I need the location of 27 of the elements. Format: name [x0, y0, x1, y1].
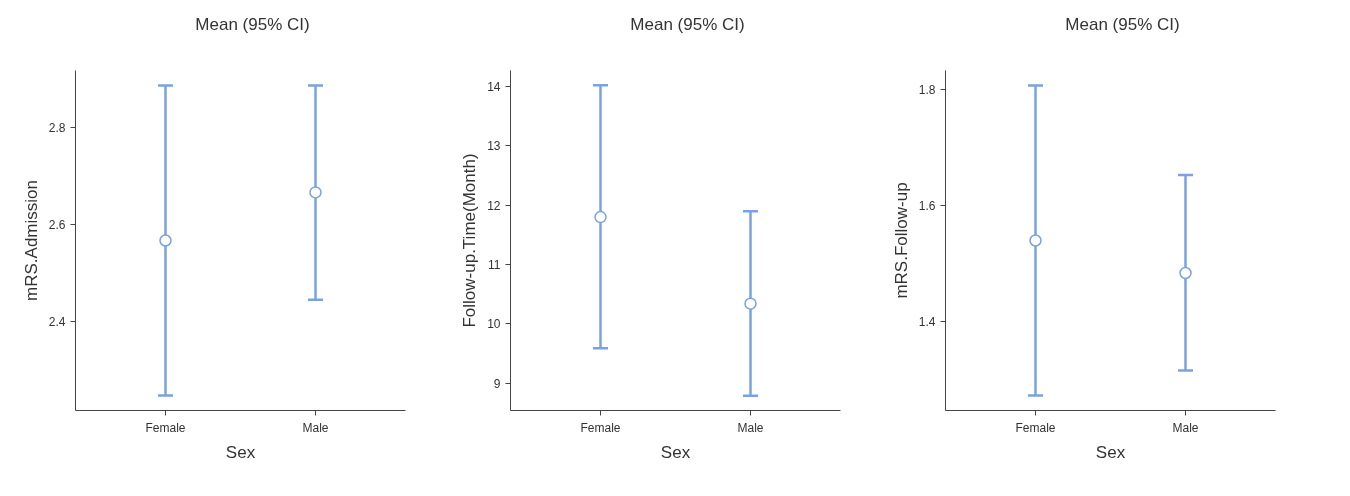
y-axis-title: mRS.Admission	[21, 180, 41, 301]
y-tick-label: 2.8	[48, 120, 66, 135]
x-tick-label: Female	[145, 420, 186, 435]
x-tick-label: Male	[1172, 420, 1199, 435]
y-tick-label: 14	[487, 80, 501, 95]
y-tick-label: 1.4	[918, 315, 936, 330]
x-tick-label: Male	[302, 420, 329, 435]
y-axis-title: mRS.Follow-up	[891, 182, 911, 299]
text: Mean (95% CI)	[195, 15, 310, 35]
y-tick-label: 9	[493, 376, 501, 391]
text: Mean (95% CI)	[630, 15, 745, 35]
y-tick-label: 10	[487, 317, 501, 332]
y-tick-label: 11	[488, 258, 501, 273]
x-axis-title: Sex	[660, 442, 691, 462]
x-axis-title: Sex	[1095, 442, 1126, 462]
y-tick-label: 1.6	[918, 199, 936, 214]
x-tick-label: Female	[1015, 420, 1056, 435]
y-tick-label: 2.6	[48, 217, 66, 232]
x-tick-label: Female	[580, 420, 621, 435]
x-tick-label: Male	[737, 420, 764, 435]
y-axis-title: Follow-up.Time(Month)	[460, 153, 480, 328]
y-tick-label: 12	[487, 198, 501, 213]
y-tick-label: 2.4	[48, 315, 66, 330]
y-tick-label: 1.8	[918, 83, 936, 98]
y-tick-label: 13	[487, 139, 501, 154]
text: Mean (95% CI)	[1065, 15, 1180, 35]
x-axis-title: Sex	[225, 442, 256, 462]
